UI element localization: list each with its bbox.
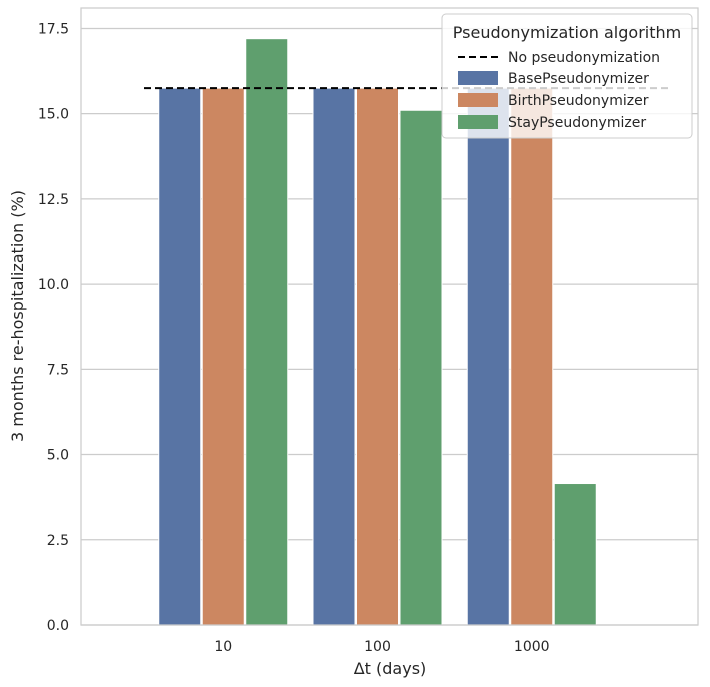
legend: Pseudonymization algorithm No pseudonymi… bbox=[441, 13, 693, 139]
plot-frame bbox=[80, 7, 699, 626]
legend-swatch-basepseudonymizer bbox=[458, 71, 498, 85]
bar-basepseudonymizer-100 bbox=[312, 87, 356, 626]
y-tick-label: 12.5 bbox=[38, 192, 69, 208]
bar-staypseudonymizer-1000 bbox=[553, 483, 597, 626]
y-axis-label: 3 months re-hospitalization (%) bbox=[8, 190, 27, 442]
x-tick-label: 1000 bbox=[514, 639, 550, 655]
bar-staypseudonymizer-10 bbox=[245, 38, 289, 626]
legend-label-reference-line: No pseudonymization bbox=[508, 50, 660, 66]
legend-label-birthpseudonymizer: BirthPseudonymizer bbox=[508, 93, 649, 109]
legend-label-basepseudonymizer: BasePseudonymizer bbox=[508, 71, 649, 87]
legend-box bbox=[441, 13, 693, 139]
x-tick-labels: 10 100 1000 bbox=[214, 639, 549, 655]
bars bbox=[158, 38, 597, 626]
x-tick-label: 100 bbox=[364, 639, 391, 655]
bar-birthpseudonymizer-10 bbox=[201, 87, 245, 626]
y-tick-label: 2.5 bbox=[47, 533, 69, 549]
x-tick-label: 10 bbox=[214, 639, 232, 655]
bar-basepseudonymizer-10 bbox=[158, 87, 202, 626]
legend-title: Pseudonymization algorithm bbox=[453, 23, 681, 42]
bar-birthpseudonymizer-100 bbox=[356, 87, 399, 626]
y-tick-labels: 0.0 2.5 5.0 7.5 10.0 12.5 15.0 17.5 bbox=[38, 21, 69, 634]
bar-staypseudonymizer-100 bbox=[399, 109, 443, 626]
y-tick-label: 7.5 bbox=[47, 362, 69, 378]
legend-swatch-staypseudonymizer bbox=[458, 115, 498, 129]
bar-birthpseudonymizer-1000 bbox=[510, 87, 554, 626]
bar-basepseudonymizer-1000 bbox=[466, 87, 510, 626]
y-tick-label: 10.0 bbox=[38, 277, 69, 293]
x-axis-label: Δt (days) bbox=[354, 659, 427, 678]
y-tick-label: 0.0 bbox=[47, 618, 69, 634]
y-tick-label: 17.5 bbox=[38, 21, 69, 37]
y-tick-label: 15.0 bbox=[38, 107, 69, 123]
y-tick-label: 5.0 bbox=[47, 448, 69, 464]
legend-series-entries: BasePseudonymizer BirthPseudonymizer StayP… bbox=[458, 71, 649, 131]
legend-swatch-birthpseudonymizer bbox=[458, 93, 498, 107]
legend-label-staypseudonymizer: StayPseudonymizer bbox=[508, 115, 646, 131]
